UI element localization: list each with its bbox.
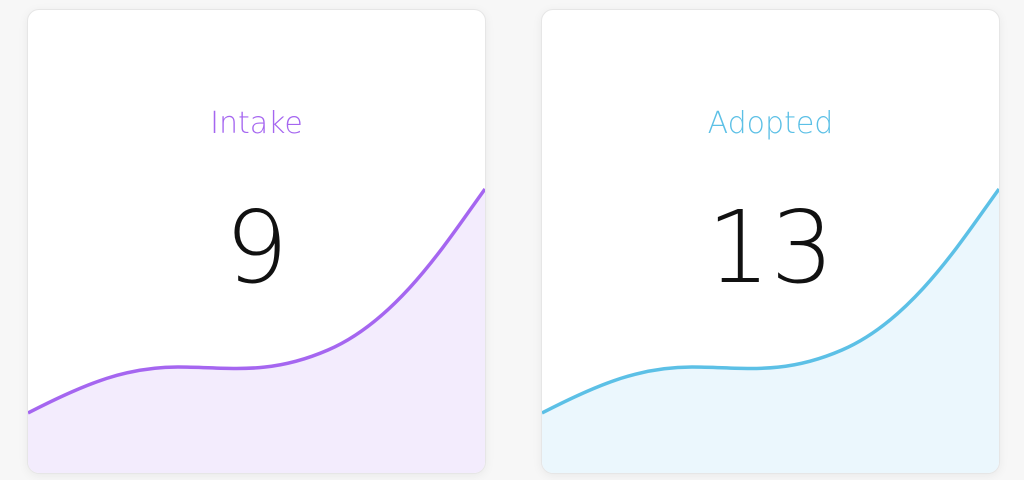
card-label: Adopted <box>707 106 834 141</box>
stat-card: Adopted 13 <box>541 9 1000 474</box>
stat-card: Intake 9 <box>27 9 486 474</box>
card-label: Intake <box>210 106 303 141</box>
sparkline <box>28 187 485 473</box>
card-value: 13 <box>706 189 835 306</box>
sparkline <box>542 187 999 473</box>
card-value: 9 <box>224 189 289 306</box>
